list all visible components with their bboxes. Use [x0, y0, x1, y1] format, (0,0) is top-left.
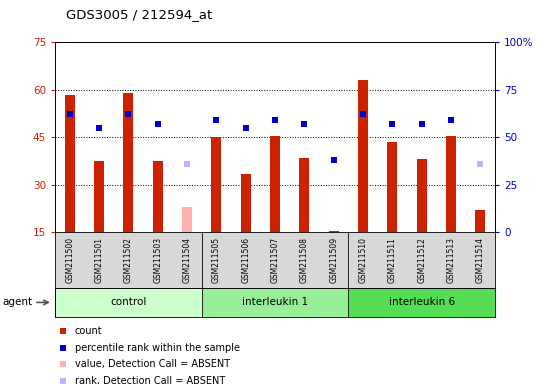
Text: GSM211508: GSM211508	[300, 237, 309, 283]
Point	[359, 111, 367, 118]
Text: GSM211506: GSM211506	[241, 237, 250, 283]
Bar	[270, 136, 280, 232]
Text: GDS3005 / 212594_at: GDS3005 / 212594_at	[66, 8, 212, 21]
Bar	[328, 231, 339, 232]
Point	[447, 117, 455, 123]
Point	[212, 117, 221, 123]
Point	[153, 121, 162, 127]
Point	[476, 161, 485, 167]
Text: GSM211511: GSM211511	[388, 237, 397, 283]
Point	[124, 111, 133, 118]
Text: GSM211513: GSM211513	[447, 237, 455, 283]
Point	[300, 121, 309, 127]
Point	[58, 361, 67, 367]
Text: value, Detection Call = ABSENT: value, Detection Call = ABSENT	[75, 359, 230, 369]
Text: control: control	[110, 297, 146, 308]
Bar	[152, 161, 163, 232]
Bar	[202, 288, 348, 317]
Point	[58, 328, 67, 334]
Bar	[416, 159, 427, 232]
Text: GSM211514: GSM211514	[476, 237, 485, 283]
Point	[329, 157, 338, 163]
Text: rank, Detection Call = ABSENT: rank, Detection Call = ABSENT	[75, 376, 225, 384]
Text: count: count	[75, 326, 102, 336]
Text: GSM211509: GSM211509	[329, 237, 338, 283]
Bar	[182, 207, 192, 232]
Point	[417, 121, 426, 127]
Bar	[211, 137, 222, 232]
Bar	[358, 80, 368, 232]
Bar	[94, 161, 104, 232]
Bar	[446, 136, 456, 232]
Bar	[475, 210, 486, 232]
Bar	[64, 94, 75, 232]
Text: GSM211504: GSM211504	[183, 237, 191, 283]
Point	[58, 378, 67, 384]
Text: GSM211501: GSM211501	[95, 237, 103, 283]
Text: GSM211505: GSM211505	[212, 237, 221, 283]
Point	[58, 345, 67, 351]
Bar	[55, 288, 202, 317]
Text: interleukin 6: interleukin 6	[389, 297, 455, 308]
Point	[183, 161, 191, 167]
Point	[388, 121, 397, 127]
Text: GSM211502: GSM211502	[124, 237, 133, 283]
Bar	[240, 174, 251, 232]
Point	[241, 125, 250, 131]
Text: GSM211507: GSM211507	[271, 237, 279, 283]
Bar	[387, 142, 398, 232]
Bar	[348, 288, 495, 317]
Text: GSM211503: GSM211503	[153, 237, 162, 283]
Bar	[299, 158, 310, 232]
Bar	[123, 93, 134, 232]
Point	[271, 117, 279, 123]
Text: agent: agent	[3, 297, 33, 308]
Text: GSM211512: GSM211512	[417, 237, 426, 283]
Text: interleukin 1: interleukin 1	[242, 297, 308, 308]
Text: GSM211510: GSM211510	[359, 237, 367, 283]
Text: GSM211500: GSM211500	[65, 237, 74, 283]
Point	[95, 125, 103, 131]
Text: percentile rank within the sample: percentile rank within the sample	[75, 343, 240, 353]
Point	[65, 111, 74, 118]
